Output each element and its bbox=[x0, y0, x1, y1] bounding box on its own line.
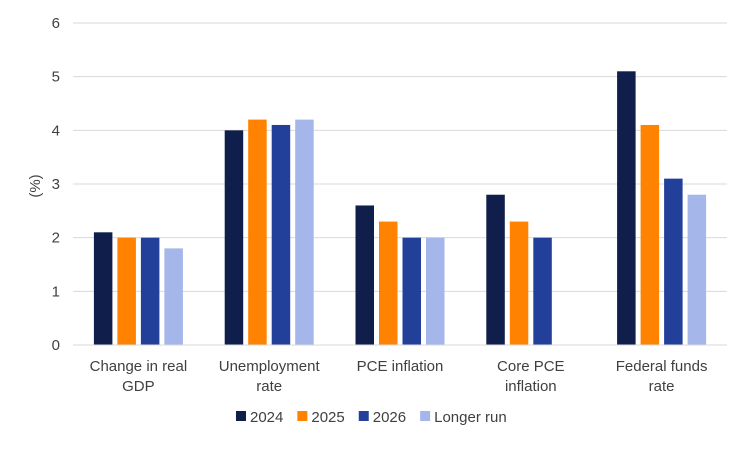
bar-2024 bbox=[617, 71, 636, 346]
bar-2024 bbox=[224, 130, 244, 345]
bar-2024 bbox=[93, 232, 113, 345]
legend-label: Longer run bbox=[434, 409, 507, 426]
legend-swatch bbox=[297, 411, 308, 421]
bar-2024 bbox=[355, 205, 374, 345]
category-label: Unemployment bbox=[219, 358, 321, 375]
x-axis-categories: Change in real GDP Unemployment rate PCE inf… bbox=[90, 358, 708, 395]
legend-swatch bbox=[358, 411, 369, 421]
y-tick-label: 4 bbox=[52, 122, 60, 139]
category-label: Core PCE bbox=[497, 358, 565, 375]
bar-2026 bbox=[271, 124, 291, 345]
bar-2026 bbox=[402, 237, 421, 345]
bar-2026 bbox=[664, 178, 683, 345]
category-label: Federal funds bbox=[616, 358, 708, 375]
legend-swatch bbox=[236, 411, 246, 421]
legend-label: 2024 bbox=[250, 409, 283, 426]
category-label: rate bbox=[649, 378, 675, 395]
bar-2026 bbox=[533, 237, 552, 345]
y-axis-label: (%) bbox=[27, 174, 44, 197]
category-label: Change in real bbox=[90, 358, 188, 375]
bar-2026 bbox=[140, 237, 160, 345]
legend-label: 2025 bbox=[311, 409, 344, 426]
y-axis-ticks: 0 1 2 3 4 5 6 bbox=[52, 15, 60, 354]
bar-2025 bbox=[248, 119, 267, 345]
legend: 2024 2025 2026 Longer run bbox=[236, 409, 507, 426]
bars bbox=[93, 71, 707, 346]
bar-2025 bbox=[117, 237, 136, 345]
bar-2025 bbox=[379, 221, 398, 345]
bar-2025 bbox=[509, 221, 529, 345]
bar-2025 bbox=[640, 124, 660, 345]
y-tick-label: 6 bbox=[52, 15, 60, 32]
y-tick-label: 1 bbox=[52, 283, 60, 300]
y-tick-label: 5 bbox=[52, 69, 60, 86]
bar-longer-run bbox=[426, 237, 445, 345]
bar-2024 bbox=[486, 194, 505, 345]
y-tick-label: 0 bbox=[52, 337, 60, 354]
category-label: rate bbox=[256, 378, 282, 395]
y-tick-label: 3 bbox=[52, 176, 60, 193]
category-label: GDP bbox=[122, 378, 155, 395]
y-tick-label: 2 bbox=[52, 230, 60, 247]
bar-longer-run bbox=[687, 194, 707, 345]
legend-label: 2026 bbox=[373, 409, 406, 426]
category-label: inflation bbox=[505, 378, 557, 395]
bar-longer-run bbox=[295, 119, 314, 345]
category-label: PCE inflation bbox=[357, 358, 444, 375]
legend-swatch bbox=[420, 411, 431, 421]
bar-longer-run bbox=[164, 248, 183, 345]
